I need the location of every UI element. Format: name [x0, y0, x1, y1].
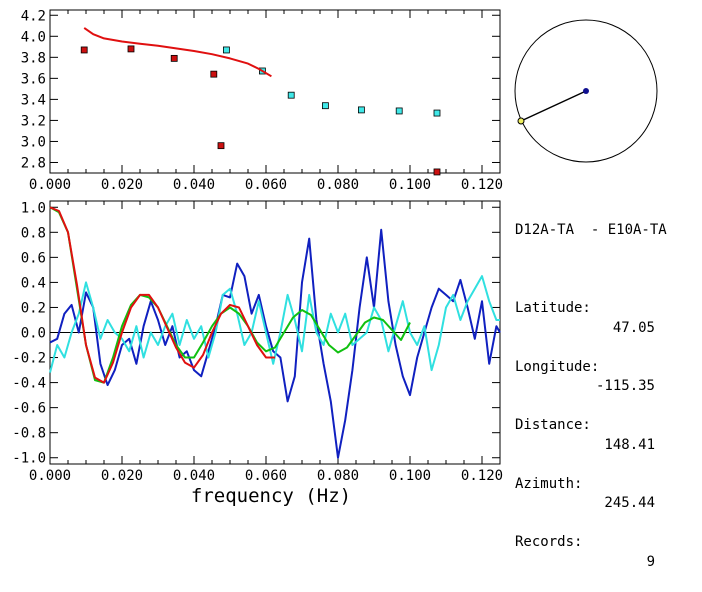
bottom-green-series-line — [49, 206, 411, 384]
top-y-tick-label: 3.4 — [21, 92, 46, 108]
station-marker — [517, 117, 525, 125]
top-x-tick-label: 0.020 — [101, 177, 143, 193]
top-red-point — [210, 70, 218, 78]
bottom-x-tick-label: 0.000 — [29, 468, 71, 484]
top-y-tick-label: 4.0 — [21, 29, 46, 45]
top-y-tick-label: 3.0 — [21, 134, 46, 150]
distance-row: Distance: 148.41 — [515, 397, 695, 453]
top-cyan-point — [357, 106, 365, 114]
top-red-point — [433, 168, 441, 176]
top-red-point — [217, 142, 225, 150]
bottom-y-tick-label: 0.8 — [21, 225, 46, 241]
latitude-label: Latitude: — [515, 300, 591, 316]
top-plot-axes: 0.000 0.020 0.040 0.060 0.080 0.100 0.120 2.8 3.… — [21, 8, 503, 193]
azimuth-line — [520, 90, 587, 122]
bottom-cyan-series-line — [49, 275, 500, 373]
longitude-row: Longitude: -115.35 — [515, 338, 695, 395]
top-x-tick-label: 0.000 — [29, 177, 71, 193]
records-label: Records: — [515, 534, 583, 550]
top-cyan-point — [395, 107, 403, 115]
bottom-y-tick-label: -0.6 — [12, 401, 46, 417]
top-x-tick-label: 0.060 — [245, 177, 287, 193]
bottom-y-tick-label: -1.0 — [12, 451, 46, 467]
records-value: 9 — [646, 553, 655, 570]
top-plot-marks — [80, 27, 441, 176]
bottom-y-tick-label: 1.0 — [21, 200, 46, 216]
longitude-value: -115.35 — [595, 378, 655, 394]
top-red-point — [80, 46, 88, 54]
bottom-x-tick-label: 0.080 — [317, 468, 359, 484]
distance-value: 148.41 — [604, 436, 655, 453]
figure-canvas: 0.000 0.020 0.040 0.060 0.080 0.100 0.120 2.8 3.… — [12, 8, 658, 507]
bottom-x-tick-label: 0.060 — [245, 468, 287, 484]
bottom-y-tick-label: 0.2 — [21, 300, 46, 316]
bottom-y-tick-label: 0.0 — [21, 326, 46, 342]
azimuth-value: 245.44 — [604, 495, 655, 511]
longitude-label: Longitude: — [515, 358, 600, 375]
top-red-point — [127, 45, 135, 53]
top-cyan-point — [287, 91, 295, 99]
top-cyan-point — [321, 102, 329, 110]
top-y-tick-label: 4.2 — [21, 8, 46, 24]
bottom-y-tick-label: -0.8 — [12, 426, 46, 442]
azimuth-row: Azimuth: 245.44 — [515, 455, 695, 512]
bottom-y-tick-label: -0.4 — [12, 376, 46, 392]
top-x-tick-label: 0.080 — [317, 177, 359, 193]
center-station-marker — [583, 88, 589, 94]
top-y-tick-label: 2.8 — [21, 155, 46, 171]
bottom-x-tick-label: 0.100 — [389, 468, 431, 484]
records-row: Records: 9 — [515, 514, 695, 570]
x-axis-title: frequency (Hz) — [191, 485, 351, 507]
top-x-tick-label: 0.040 — [173, 177, 215, 193]
bottom-y-tick-label: 0.4 — [21, 275, 46, 291]
top-cyan-point — [222, 46, 230, 54]
bottom-y-tick-label: 0.6 — [21, 250, 46, 266]
bottom-x-tick-label: 0.020 — [101, 468, 143, 484]
bottom-x-tick-label: 0.040 — [173, 468, 215, 484]
distance-label: Distance: — [515, 417, 591, 433]
range-circle — [514, 19, 658, 163]
top-red-point — [170, 54, 178, 62]
azimuth-label: Azimuth: — [515, 475, 583, 492]
latitude-row: Latitude: 47.05 — [515, 280, 695, 336]
bottom-x-tick-label: 0.120 — [461, 468, 503, 484]
top-red-series-line — [83, 27, 272, 78]
top-y-tick-label: 3.2 — [21, 113, 46, 129]
bottom-blue-series-line — [49, 228, 501, 459]
latitude-value: 47.05 — [612, 319, 655, 336]
station-info-panel: D12A-TA - E10A-TA Latitude: 47.05 Longit… — [515, 182, 695, 570]
top-x-tick-label: 0.100 — [389, 177, 431, 193]
top-y-tick-label: 3.8 — [21, 50, 46, 66]
top-plot-frame — [49, 9, 501, 174]
bottom-plot-marks — [49, 206, 501, 459]
bottom-y-tick-label: -0.2 — [12, 351, 46, 367]
top-x-tick-label: 0.120 — [461, 177, 503, 193]
azimuth-map-inset — [514, 19, 658, 163]
top-y-tick-label: 3.6 — [21, 71, 46, 87]
top-cyan-point — [433, 109, 441, 117]
bottom-red-series-line — [49, 206, 275, 384]
station-pair-title: D12A-TA - E10A-TA — [515, 222, 667, 238]
